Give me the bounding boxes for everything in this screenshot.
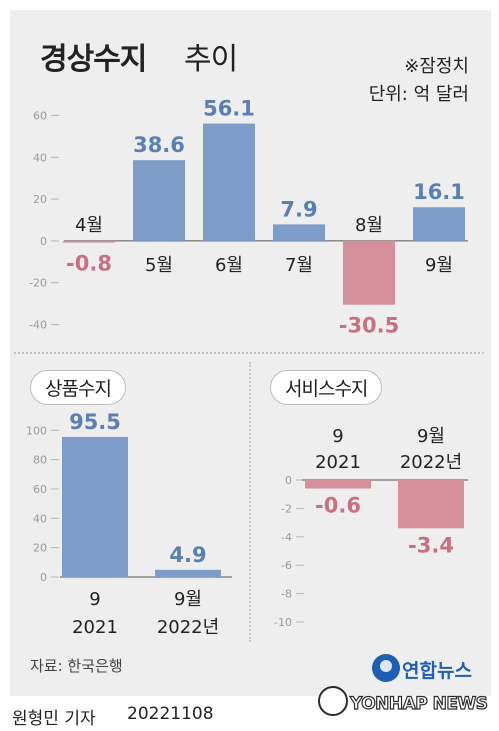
bar: [398, 480, 464, 529]
category-label: 6월: [215, 255, 243, 276]
bar: [305, 480, 371, 489]
y-tick-label: 20: [33, 193, 47, 206]
yonhap-logo: 연합뉴스: [372, 652, 486, 686]
category-year-label: 2021: [315, 452, 361, 473]
y-tick-label: -4: [281, 531, 292, 544]
y-tick-label: -40: [29, 319, 47, 332]
y-tick-label: 40: [33, 151, 47, 164]
data-label: 56.1: [203, 97, 255, 121]
goods-balance-label: 상품수지: [30, 370, 126, 405]
data-label: 4.9: [169, 543, 206, 567]
bar: [273, 224, 325, 241]
y-tick-label: -10: [274, 616, 292, 629]
y-tick-label: 60: [33, 109, 47, 122]
category-label: 9월: [425, 255, 453, 276]
chart-title: 경상수지: [40, 42, 147, 77]
y-tick-label: 100: [26, 424, 47, 437]
watermark: YONHAP NEWS: [316, 684, 494, 724]
section-divider-vertical: [249, 362, 251, 642]
byline: 원형민 기자: [12, 709, 96, 729]
watermark-text: YONHAP NEWS: [349, 693, 488, 714]
logo-text: 연합뉴스: [402, 660, 472, 682]
section-divider: [14, 352, 484, 354]
y-tick-label: -2: [281, 502, 292, 515]
data-label: 7.9: [280, 197, 317, 221]
y-tick-label: -6: [281, 559, 292, 572]
y-tick-label: -20: [29, 277, 47, 290]
bar: [203, 123, 255, 241]
category-label: 9월: [417, 426, 445, 447]
bar: [133, 160, 185, 241]
y-tick-label: 0: [40, 571, 47, 584]
data-label: -3.4: [408, 533, 454, 557]
category-year-label: 2022년: [400, 452, 462, 473]
unit-note: 단위: 억 달러: [368, 84, 469, 105]
category-year-label: 2021: [72, 617, 118, 638]
y-tick-label: 40: [33, 512, 47, 525]
globe-icon: [372, 654, 400, 682]
data-label: 95.5: [69, 410, 121, 434]
y-tick-label: 0: [40, 235, 47, 248]
category-label: 7월: [285, 255, 313, 276]
bar: [63, 240, 115, 243]
category-label: 9: [332, 426, 343, 447]
provisional-note: ※잠정치: [404, 56, 469, 77]
y-tick-label: -8: [281, 588, 292, 601]
publish-date: 20221108: [127, 704, 214, 724]
data-label: 38.6: [133, 133, 185, 157]
category-label: 9: [89, 589, 100, 610]
data-label: -0.6: [315, 494, 361, 518]
chart-title-suffix: 추이: [184, 42, 238, 77]
watermark-logo-icon: [318, 686, 348, 716]
bar: [413, 207, 465, 241]
category-label: 5월: [145, 255, 173, 276]
bar: [155, 569, 221, 577]
y-tick-label: 0: [285, 474, 292, 487]
y-tick-label: 20: [33, 542, 47, 555]
category-label: 8월: [355, 215, 383, 236]
bar: [343, 240, 395, 305]
bar: [62, 436, 128, 577]
y-tick-label: 80: [33, 454, 47, 467]
y-tick-label: 60: [33, 483, 47, 496]
services-balance-label: 서비스수지: [270, 370, 383, 405]
data-label: 16.1: [413, 180, 465, 204]
source-label: 자료: 한국은행: [30, 657, 123, 675]
data-label: -0.8: [66, 252, 112, 276]
category-year-label: 2022년: [157, 617, 219, 638]
category-label: 4월: [75, 215, 103, 236]
category-label: 9월: [174, 589, 202, 610]
data-label: -30.5: [339, 314, 400, 338]
